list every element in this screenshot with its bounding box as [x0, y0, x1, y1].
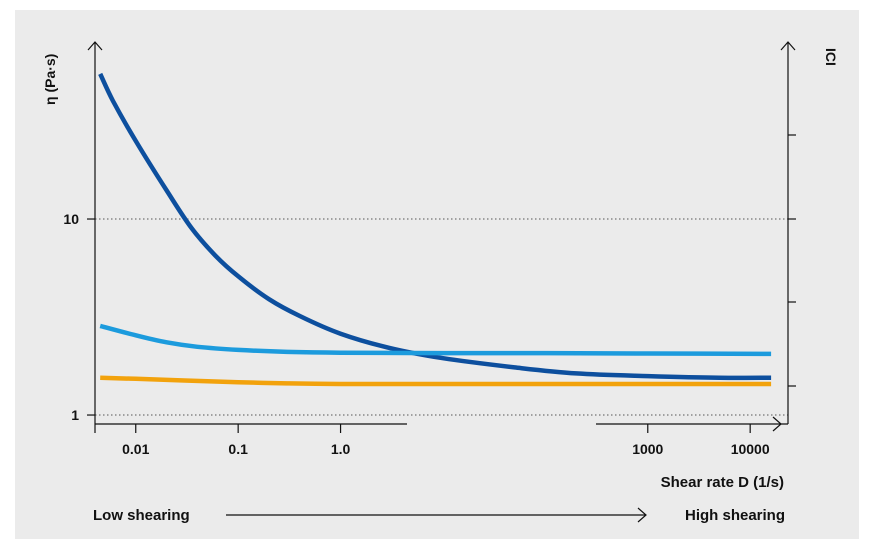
y-axis-right-label: ICI	[823, 48, 839, 66]
x-tick-label: 1.0	[331, 441, 351, 457]
x-tick-label: 1000	[632, 441, 663, 457]
series-lines	[98, 72, 772, 387]
x-tick-label: 0.01	[122, 441, 149, 457]
x-tick-label: 10000	[731, 441, 770, 457]
series-line	[100, 375, 772, 387]
shearing-arrow-icon	[637, 507, 647, 523]
x-tick-label: 0.1	[228, 441, 248, 457]
right-axis-ticks	[788, 134, 796, 387]
gridlines	[95, 218, 788, 416]
y-axis-left-arrow-icon	[87, 41, 103, 51]
y-axis-right-arrow-icon	[780, 41, 796, 51]
high-shearing-label: High shearing	[685, 507, 785, 524]
chart-background	[15, 10, 859, 539]
series-line	[99, 323, 772, 357]
x-axis-arrow-icon	[772, 416, 782, 432]
x-ticks: 0.01 0.1 1.0 1000 10000	[94, 424, 770, 457]
y-tick-label: 1	[71, 407, 79, 423]
y-axis-left-label: η (Pa·s)	[42, 54, 58, 105]
y-tick-label: 10	[63, 211, 79, 227]
low-shearing-label: Low shearing	[93, 507, 190, 524]
series-line	[98, 72, 772, 381]
x-axis-label: Shear rate D (1/s)	[661, 474, 784, 491]
y-ticks: 1 10	[63, 211, 95, 423]
